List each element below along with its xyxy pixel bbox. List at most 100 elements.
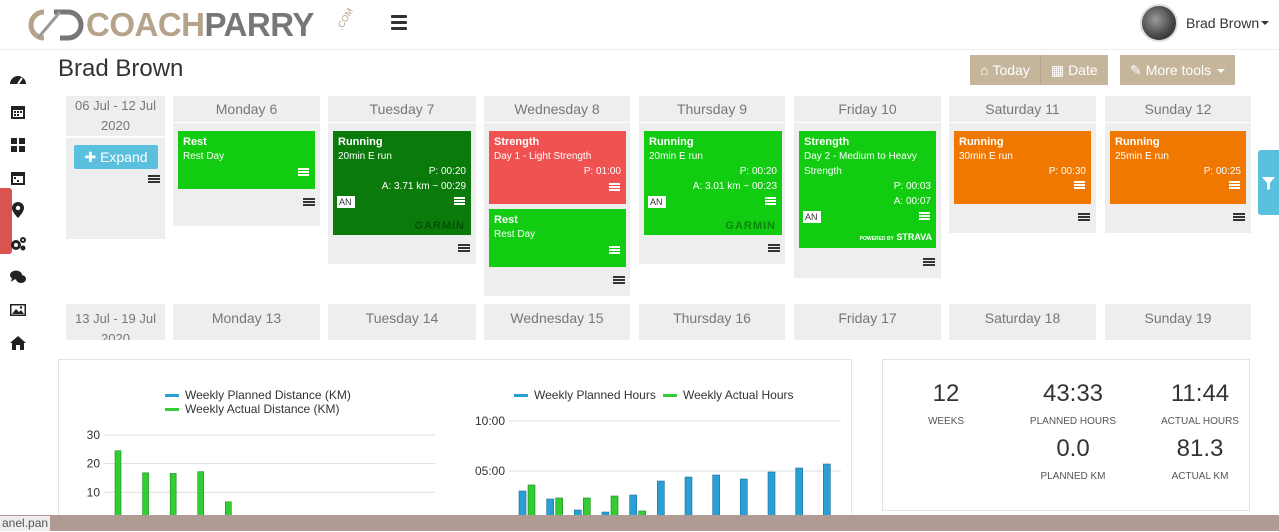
date-button[interactable]: ▦ Date: [1039, 55, 1108, 85]
list-icon[interactable]: [613, 276, 625, 286]
more-tools-button[interactable]: ✎ More tools: [1120, 55, 1235, 85]
home-icon[interactable]: [9, 334, 27, 352]
day-header: Saturday 18: [949, 304, 1096, 340]
y-tick-label: 20: [87, 457, 101, 471]
day-header: Sunday 12: [1105, 96, 1251, 122]
list-icon[interactable]: [768, 244, 780, 254]
today-button[interactable]: ⌂ Today: [970, 55, 1040, 85]
calendar-icon: ▦: [1050, 62, 1065, 78]
hours-chart: Weekly Planned Hours Weekly Actual Hours 1…: [475, 388, 841, 528]
distance-chart: Weekly Planned Distance (KM)Weekly Actua…: [87, 388, 435, 528]
top-bar: COACHPARRY .COM Brad Brown: [0, 0, 1279, 50]
list-icon[interactable]: [148, 175, 160, 185]
actual-km-value: 81.3: [1176, 435, 1224, 462]
user-menu[interactable]: Brad Brown: [1140, 4, 1270, 42]
legend-label[interactable]: Weekly Planned Distance (KM): [185, 388, 351, 402]
user-name[interactable]: Brad Brown: [1186, 15, 1260, 31]
list-icon[interactable]: [454, 197, 465, 206]
page-title: Brad Brown: [58, 55, 184, 82]
image-icon[interactable]: [9, 301, 27, 319]
legend-swatch: [165, 394, 179, 397]
list-icon[interactable]: [609, 183, 620, 192]
workout-card-rest[interactable]: Rest Rest Day: [178, 131, 315, 189]
list-icon[interactable]: [919, 212, 930, 221]
garmin-logo: GARMIN: [725, 220, 776, 232]
day-header: Tuesday 7: [328, 96, 476, 122]
athlete-note-tag: AN: [803, 211, 821, 223]
list-icon[interactable]: [765, 197, 776, 206]
filter-button[interactable]: [1258, 150, 1279, 215]
expand-button[interactable]: ✚ Expand: [74, 145, 158, 169]
bar[interactable]: [823, 463, 831, 522]
day-header: Thursday 16: [639, 304, 785, 340]
logo-mark-icon: [28, 9, 84, 41]
caret-down-icon: [1261, 21, 1270, 25]
map-marker-icon[interactable]: [9, 201, 27, 219]
y-tick-label: 10:00: [475, 414, 505, 428]
workout-card-strength[interactable]: Strength Day 1 - Light Strength P: 01:00: [489, 131, 626, 204]
day-header: Monday 6: [173, 96, 320, 122]
workout-card-running[interactable]: Running 20min E run P: 00:20 A: 3.71 km …: [333, 131, 471, 235]
bar[interactable]: [767, 471, 776, 522]
list-icon[interactable]: [609, 246, 620, 255]
day-header: Saturday 11: [949, 96, 1096, 122]
workout-card-rest[interactable]: Rest Rest Day: [489, 209, 626, 267]
planned-hours-value: 43:33: [1042, 380, 1104, 407]
list-icon[interactable]: [458, 244, 470, 254]
coachparry-logo[interactable]: COACHPARRY: [24, 7, 314, 43]
list-icon[interactable]: [1074, 181, 1085, 190]
athlete-note-tag: AN: [648, 196, 666, 208]
caret-down-icon: [1216, 69, 1225, 74]
workout-card-running[interactable]: Running 20min E run P: 00:20 A: 3.01 km …: [644, 131, 782, 235]
actual-km-label: ACTUAL KM: [1171, 471, 1229, 482]
calendar-icon[interactable]: [9, 103, 27, 121]
cogs-icon[interactable]: [9, 235, 27, 253]
workout-card-running[interactable]: Running 25min E run P: 00:25: [1110, 131, 1246, 204]
workout-card-running[interactable]: Running 30min E run P: 00:30: [954, 131, 1091, 204]
legend-label[interactable]: Weekly Planned Hours: [534, 388, 656, 402]
bar[interactable]: [114, 450, 122, 522]
y-tick-label: 30: [87, 428, 101, 442]
workout-card-strength[interactable]: Strength Day 2 - Medium to Heavy Strengt…: [799, 131, 936, 248]
day-header: Monday 13: [173, 304, 320, 340]
strava-logo: POWERED BY STRAVA: [859, 232, 932, 242]
dashboard-icon[interactable]: [9, 70, 27, 88]
legend-swatch: [165, 408, 179, 411]
grid-icon[interactable]: [9, 136, 27, 154]
day-header: Wednesday 8: [484, 96, 630, 122]
athlete-note-tag: AN: [337, 196, 355, 208]
list-icon[interactable]: [298, 168, 309, 177]
sidebar-collapse-tab[interactable]: [0, 188, 12, 254]
legend-label[interactable]: Weekly Actual Distance (KM): [185, 402, 340, 416]
y-tick-label: 10: [87, 485, 101, 499]
day-header: Wednesday 15: [484, 304, 630, 340]
planned-km-value: 0.0: [1056, 435, 1090, 462]
avatar[interactable]: [1140, 4, 1178, 42]
actual-hours-label: ACTUAL HOURS: [1161, 416, 1239, 427]
list-icon[interactable]: [923, 258, 935, 268]
list-icon[interactable]: [1233, 213, 1245, 223]
legend-label[interactable]: Weekly Actual Hours: [683, 388, 794, 402]
actual-hours-value: 11:44: [1170, 380, 1230, 407]
status-url: anel.pan: [0, 516, 51, 531]
filter-icon: [1262, 177, 1275, 190]
list-icon[interactable]: [1078, 213, 1090, 223]
menu-toggle-icon[interactable]: [391, 15, 407, 31]
week-label: 06 Jul - 12 Jul 2020: [66, 96, 165, 136]
legend-swatch: [663, 394, 677, 397]
legend-swatch: [514, 394, 528, 397]
planned-km-label: PLANNED KM: [1040, 471, 1106, 482]
bar[interactable]: [197, 471, 205, 522]
bar[interactable]: [169, 473, 177, 522]
day-header: Friday 17: [794, 304, 941, 340]
bar[interactable]: [142, 472, 149, 522]
list-icon[interactable]: [1229, 181, 1240, 190]
stats-panel: 12 WEEKS 43:33 PLANNED HOURS 11:44 ACTUA…: [882, 359, 1250, 511]
calendar-alt-icon[interactable]: [9, 169, 27, 187]
bar[interactable]: [795, 467, 803, 522]
list-icon[interactable]: [303, 198, 315, 208]
day-header: Sunday 19: [1105, 304, 1251, 340]
comments-icon[interactable]: [9, 268, 27, 286]
day-header: Friday 10: [794, 96, 941, 122]
wrench-icon: ✎: [1130, 62, 1142, 78]
